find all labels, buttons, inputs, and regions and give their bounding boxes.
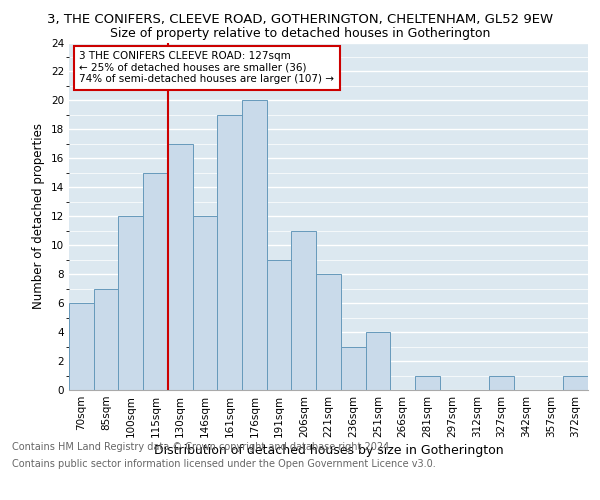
Bar xyxy=(292,230,316,390)
Y-axis label: Number of detached properties: Number of detached properties xyxy=(32,123,46,309)
Bar xyxy=(217,115,242,390)
Bar xyxy=(365,332,390,390)
Text: 3 THE CONIFERS CLEEVE ROAD: 127sqm
← 25% of detached houses are smaller (36)
74%: 3 THE CONIFERS CLEEVE ROAD: 127sqm ← 25%… xyxy=(79,51,334,84)
Bar xyxy=(341,346,365,390)
X-axis label: Distribution of detached houses by size in Gotherington: Distribution of detached houses by size … xyxy=(154,444,503,457)
Bar xyxy=(316,274,341,390)
Text: 3, THE CONIFERS, CLEEVE ROAD, GOTHERINGTON, CHELTENHAM, GL52 9EW: 3, THE CONIFERS, CLEEVE ROAD, GOTHERINGT… xyxy=(47,12,553,26)
Bar xyxy=(415,376,440,390)
Bar xyxy=(193,216,217,390)
Bar xyxy=(118,216,143,390)
Text: Contains public sector information licensed under the Open Government Licence v3: Contains public sector information licen… xyxy=(12,459,436,469)
Bar xyxy=(267,260,292,390)
Bar xyxy=(563,376,588,390)
Bar xyxy=(143,173,168,390)
Text: Contains HM Land Registry data © Crown copyright and database right 2024.: Contains HM Land Registry data © Crown c… xyxy=(12,442,392,452)
Bar xyxy=(94,288,118,390)
Bar xyxy=(489,376,514,390)
Text: Size of property relative to detached houses in Gotherington: Size of property relative to detached ho… xyxy=(110,28,490,40)
Bar xyxy=(168,144,193,390)
Bar xyxy=(242,100,267,390)
Bar xyxy=(69,303,94,390)
